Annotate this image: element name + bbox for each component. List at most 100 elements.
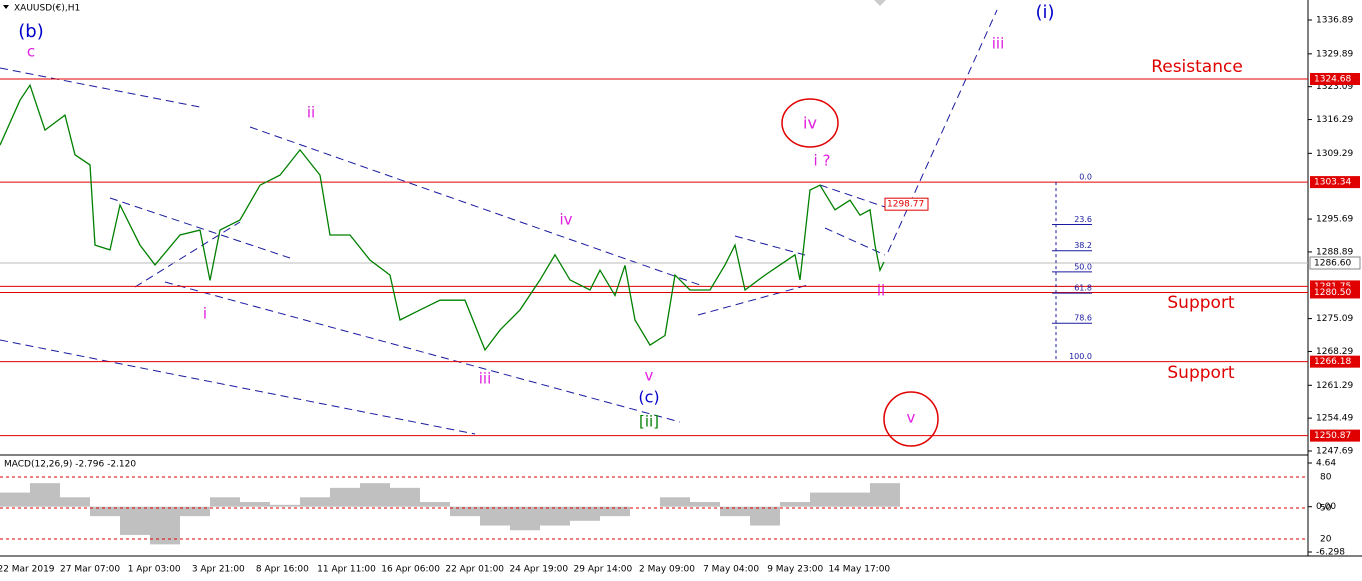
level-label: 1324.68 [1314, 74, 1351, 84]
macd-bar [0, 492, 30, 507]
wave-label: iii [479, 370, 492, 388]
macd-bar [660, 497, 690, 507]
circle-iv [781, 98, 839, 148]
wave-label: iv [803, 114, 817, 133]
fib-label: 78.6 [1074, 314, 1092, 323]
macd-bar [390, 487, 420, 507]
macd-bar [300, 497, 330, 507]
wave-label: (c) [638, 388, 659, 407]
macd-bar [150, 506, 180, 545]
wave-label: v [907, 409, 916, 427]
wave-label: iv [559, 211, 572, 229]
fib-label: 100.0 [1069, 352, 1092, 361]
fib-label: 23.6 [1074, 215, 1092, 224]
circle-v [883, 391, 939, 447]
macd-bar [450, 506, 480, 517]
x-tick-label: 11 Apr 11:00 [317, 565, 376, 575]
macd-bar [510, 506, 540, 531]
macd-bar [210, 497, 240, 507]
wave-label: iii [992, 35, 1005, 53]
y-tick-label: 1336.89 [1316, 16, 1353, 26]
macd-bar [840, 492, 870, 507]
wave-label: Resistance [1151, 57, 1243, 77]
x-tick-label: 22 Apr 01:00 [445, 565, 504, 575]
wave-label: ii [877, 282, 885, 300]
y-tick-label: 1268.29 [1316, 347, 1353, 357]
price-line [0, 83, 885, 352]
stoch-label: 80 [1320, 473, 1332, 483]
x-tick-label: 7 May 04:00 [703, 565, 759, 575]
fib-label: 38.2 [1074, 241, 1092, 250]
wave-label: i ? [814, 152, 831, 170]
macd-bar [360, 483, 390, 507]
title-arrow [3, 5, 9, 9]
level-label-box [1310, 355, 1360, 368]
wave-label: v [645, 367, 654, 385]
macd-title: MACD(12,26,9) -2.796 -2.120 [4, 460, 136, 470]
current-price-box [1309, 256, 1361, 270]
macd-bar [870, 483, 900, 507]
x-tick-label: 14 May 17:00 [828, 565, 890, 575]
x-tick-label: 2 May 09:00 [639, 565, 695, 575]
marker-price-label: 1298.77 [887, 200, 924, 210]
wave-label: (b) [18, 21, 43, 42]
stoch-label: 50 [1320, 504, 1332, 514]
current-price-label: 1286.60 [1314, 258, 1351, 268]
macd-bar [30, 483, 60, 507]
macd-bar [120, 506, 150, 535]
macd-bar [480, 506, 510, 526]
y-tick-label: 1329.89 [1316, 49, 1353, 59]
level-label: 1280.50 [1314, 288, 1351, 298]
macd-tick-label: 0.00 [1316, 502, 1336, 512]
level-label: 1250.87 [1314, 431, 1351, 441]
y-tick-label: 1295.69 [1316, 215, 1353, 225]
y-tick-label: 1275.09 [1316, 314, 1353, 324]
x-tick-label: 1 Apr 03:00 [128, 565, 181, 575]
macd-bar [720, 506, 750, 517]
level-label-box [1310, 429, 1360, 442]
x-tick-label: 24 Apr 19:00 [509, 565, 568, 575]
macd-bar [90, 506, 120, 517]
trendlines [0, 9, 998, 435]
macd-tick-label: -6.298 [1316, 548, 1345, 558]
scroll-marker [874, 0, 886, 6]
level-label-box [1310, 176, 1360, 189]
x-tick-label: 16 Apr 06:00 [381, 565, 440, 575]
fib-label: 50.0 [1074, 262, 1092, 271]
macd-bar [750, 506, 780, 526]
macd-bar [240, 501, 270, 507]
macd-bar [180, 506, 210, 517]
x-tick-label: 8 Apr 16:00 [256, 565, 309, 575]
fib-label: 0.0 [1079, 173, 1092, 182]
x-tick-label: 22 Mar 2019 [0, 565, 55, 575]
macd-bar [810, 492, 840, 507]
macd-bar [540, 506, 570, 526]
macd-bar [690, 501, 720, 507]
macd-bar [570, 506, 600, 521]
x-tick-label: 9 May 23:00 [767, 565, 823, 575]
y-tick-label: 1323.09 [1316, 82, 1353, 92]
wave-label: i [203, 305, 207, 323]
macd-bar [600, 506, 630, 517]
x-tick-label: 3 Apr 21:00 [192, 565, 245, 575]
level-label-box [1310, 72, 1360, 85]
level-label: 1303.34 [1314, 178, 1351, 188]
y-tick-label: 1247.69 [1316, 446, 1353, 456]
chart-title: XAUUSD(€),H1 [14, 4, 80, 14]
y-tick-label: 1254.49 [1316, 414, 1353, 424]
wave-label: Support [1167, 363, 1235, 383]
y-tick-label: 1261.29 [1316, 381, 1353, 391]
stoch-label: 20 [1320, 535, 1332, 545]
macd-bar [420, 501, 450, 507]
macd-tick-label: 4.64 [1316, 459, 1336, 469]
macd-bar [330, 487, 360, 507]
y-tick-label: 1309.29 [1316, 149, 1353, 159]
wave-label: c [27, 43, 35, 61]
wave-label: [ii] [639, 413, 659, 431]
wave-label: (i) [1035, 2, 1054, 23]
level-label: 1266.18 [1314, 357, 1351, 367]
fib-label: 61.8 [1074, 284, 1092, 293]
y-tick-label: 1288.89 [1316, 247, 1353, 257]
